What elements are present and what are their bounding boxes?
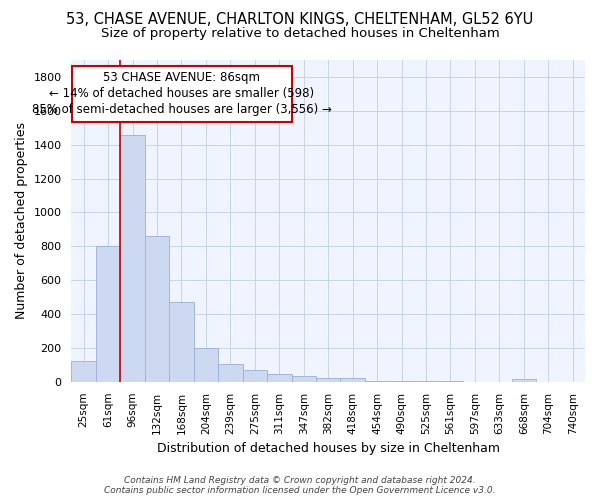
- Text: Contains HM Land Registry data © Crown copyright and database right 2024.
Contai: Contains HM Land Registry data © Crown c…: [104, 476, 496, 495]
- Text: 53 CHASE AVENUE: 86sqm: 53 CHASE AVENUE: 86sqm: [103, 72, 260, 85]
- Bar: [340, 378, 365, 382]
- Bar: [267, 374, 292, 382]
- X-axis label: Distribution of detached houses by size in Cheltenham: Distribution of detached houses by size …: [157, 442, 500, 455]
- Bar: [414, 381, 438, 382]
- Bar: [121, 134, 145, 382]
- Bar: [389, 381, 414, 382]
- Bar: [169, 302, 194, 382]
- Y-axis label: Number of detached properties: Number of detached properties: [15, 122, 28, 320]
- Bar: [96, 246, 121, 382]
- Bar: [316, 378, 340, 382]
- Bar: [365, 381, 389, 382]
- Bar: [512, 380, 536, 382]
- Bar: [71, 362, 96, 382]
- FancyBboxPatch shape: [72, 66, 292, 122]
- Bar: [292, 376, 316, 382]
- Text: ← 14% of detached houses are smaller (598): ← 14% of detached houses are smaller (59…: [49, 86, 314, 100]
- Text: 85% of semi-detached houses are larger (3,556) →: 85% of semi-detached houses are larger (…: [32, 104, 332, 117]
- Text: Size of property relative to detached houses in Cheltenham: Size of property relative to detached ho…: [101, 28, 499, 40]
- Text: 53, CHASE AVENUE, CHARLTON KINGS, CHELTENHAM, GL52 6YU: 53, CHASE AVENUE, CHARLTON KINGS, CHELTE…: [67, 12, 533, 28]
- Bar: [242, 370, 267, 382]
- Bar: [145, 236, 169, 382]
- Bar: [218, 364, 242, 382]
- Bar: [194, 348, 218, 382]
